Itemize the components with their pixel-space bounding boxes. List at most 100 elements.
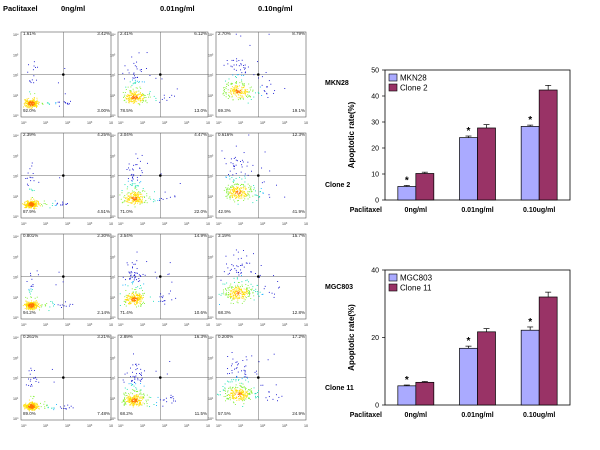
quadrant-value: 41.9%	[292, 209, 305, 214]
svg-text:10¹: 10¹	[238, 121, 244, 125]
y-tick-label: 0	[375, 403, 379, 410]
svg-text:10³: 10³	[184, 323, 190, 327]
flow-panel-r2-c0: 10⁰ 10¹ 10² 10³ 10⁴ 10⁴ 10³ 10² 10¹ 10⁰ 0.801% 2.30…	[13, 232, 113, 329]
quadrant-value: 2.89%	[120, 334, 133, 339]
significance-star: *	[467, 336, 471, 347]
svg-text:10¹: 10¹	[140, 121, 146, 125]
svg-text:10¹: 10¹	[43, 222, 49, 226]
quadrant-value: 22.0%	[194, 209, 207, 214]
svg-text:10¹: 10¹	[110, 94, 116, 98]
svg-text:10⁴: 10⁴	[109, 121, 113, 125]
quadrant-value: 0.616%	[218, 132, 234, 137]
svg-text:10¹: 10¹	[110, 397, 116, 401]
bar-clone-2	[538, 89, 558, 201]
quadrant-value: 92.0%	[23, 108, 36, 113]
svg-text:10²: 10²	[65, 323, 71, 327]
quadrant-value: 89.0%	[23, 411, 36, 416]
svg-text:10⁴: 10⁴	[110, 134, 116, 138]
quadrant-value: 3.42%	[97, 31, 110, 36]
svg-text:10¹: 10¹	[208, 195, 214, 199]
quadrant-value: 94.2%	[23, 310, 36, 315]
flow-panel-r1-c0: 10⁰ 10¹ 10² 10³ 10⁴ 10⁴ 10³ 10² 10¹ 10⁰ 2.39% 4.25%…	[13, 131, 113, 228]
svg-text:10⁴: 10⁴	[304, 222, 308, 226]
svg-text:10⁴: 10⁴	[13, 235, 19, 239]
svg-text:10²: 10²	[208, 74, 214, 78]
quadrant-value: 3.19%	[218, 233, 231, 238]
x-prefix-label: Paclitaxel	[350, 412, 382, 419]
svg-text:10²: 10²	[110, 276, 116, 280]
svg-text:10²: 10²	[65, 424, 71, 428]
bar-clone-2	[415, 173, 435, 201]
svg-text:10⁰: 10⁰	[118, 323, 124, 327]
bar-clone-11	[538, 296, 558, 406]
svg-text:10²: 10²	[110, 74, 116, 78]
flow-panel-r0-c2: 10⁰ 10¹ 10² 10³ 10⁴ 10⁴ 10³ 10² 10¹ 10⁰ 2.70% 8.79%…	[208, 30, 308, 127]
svg-text:10²: 10²	[260, 222, 266, 226]
flow-panel-r2-c2: 10⁰ 10¹ 10² 10³ 10⁴ 10⁴ 10³ 10² 10¹ 10⁰ 3.19% 15.7%…	[208, 232, 308, 329]
quadrant-value: 0.801%	[23, 233, 39, 238]
quadrant-value: 78.5%	[120, 108, 133, 113]
quadrant-value: 11.5%	[194, 411, 207, 416]
quadrant-value: 19.1%	[292, 108, 305, 113]
svg-text:10²: 10²	[208, 377, 214, 381]
svg-text:10³: 10³	[208, 53, 214, 57]
quadrant-value: 13.0%	[194, 108, 207, 113]
category-label: 0.01ng/ml	[461, 207, 493, 214]
significance-star: *	[405, 175, 409, 186]
svg-text:10¹: 10¹	[110, 195, 116, 199]
quadrant-value: 69.3%	[218, 108, 231, 113]
y-axis-label: Apoptotic rate(%)	[347, 304, 356, 371]
svg-text:10³: 10³	[184, 222, 190, 226]
svg-text:10⁴: 10⁴	[110, 235, 116, 239]
y-tick-label: 40	[371, 268, 379, 275]
svg-text:10³: 10³	[110, 154, 116, 158]
svg-text:10⁰: 10⁰	[216, 222, 222, 226]
svg-text:10⁴: 10⁴	[206, 121, 210, 125]
bar-clone-11	[477, 331, 496, 406]
svg-text:10¹: 10¹	[43, 323, 49, 327]
svg-text:10⁴: 10⁴	[304, 323, 308, 327]
svg-text:10⁰: 10⁰	[216, 424, 222, 428]
quadrant-value: 3.54%	[120, 233, 133, 238]
category-label: 0ng/ml	[405, 207, 428, 214]
svg-text:10³: 10³	[282, 424, 288, 428]
svg-text:10⁰: 10⁰	[110, 417, 116, 421]
svg-text:10⁰: 10⁰	[21, 222, 27, 226]
quadrant-value: 0.261%	[23, 334, 39, 339]
row-label-mgc803: MGC803	[325, 284, 354, 291]
y-tick-label: 20	[371, 146, 379, 153]
svg-text:10⁴: 10⁴	[109, 424, 113, 428]
svg-text:10⁴: 10⁴	[110, 336, 116, 340]
legend-label: MGC803	[400, 274, 433, 283]
quadrant-value: 2.41%	[120, 31, 133, 36]
svg-text:10⁴: 10⁴	[208, 33, 214, 37]
svg-text:10⁴: 10⁴	[208, 336, 214, 340]
bar-clone-2	[477, 127, 496, 201]
svg-text:10¹: 10¹	[208, 296, 214, 300]
legend-swatch	[388, 273, 398, 282]
svg-text:10¹: 10¹	[140, 424, 146, 428]
svg-text:10⁴: 10⁴	[304, 121, 308, 125]
row-label-mkn28: MKN28	[325, 80, 349, 87]
svg-text:10⁴: 10⁴	[13, 33, 19, 37]
svg-text:10²: 10²	[110, 175, 116, 179]
quadrant-value: 3.21%	[97, 334, 110, 339]
svg-text:10⁰: 10⁰	[13, 417, 19, 421]
svg-text:10¹: 10¹	[13, 94, 19, 98]
svg-text:10³: 10³	[282, 222, 288, 226]
svg-text:10²: 10²	[65, 121, 71, 125]
quadrant-value: 1.61%	[23, 31, 36, 36]
flow-panel-r1-c1: 10⁰ 10¹ 10² 10³ 10⁴ 10⁴ 10³ 10² 10¹ 10⁰ 3.04% 4.47%…	[110, 131, 210, 228]
category-label: 0.10ug/ml	[523, 207, 555, 214]
flow-panel-r0-c1: 10⁰ 10¹ 10² 10³ 10⁴ 10⁴ 10³ 10² 10¹ 10⁰ 2.41% 6.12%…	[110, 30, 210, 127]
svg-text:10⁴: 10⁴	[206, 424, 210, 428]
svg-text:10³: 10³	[110, 53, 116, 57]
flow-panel-r2-c1: 10⁰ 10¹ 10² 10³ 10⁴ 10⁴ 10³ 10² 10¹ 10⁰ 3.54% 14.9%…	[110, 232, 210, 329]
quadrant-value: 4.51%	[97, 209, 110, 214]
svg-text:10³: 10³	[208, 154, 214, 158]
bar-mgc803	[397, 385, 417, 406]
quadrant-value: 24.9%	[292, 411, 305, 416]
svg-text:10⁰: 10⁰	[13, 215, 19, 219]
paclitaxel-header: Paclitaxel	[3, 4, 38, 13]
svg-text:10³: 10³	[184, 121, 190, 125]
